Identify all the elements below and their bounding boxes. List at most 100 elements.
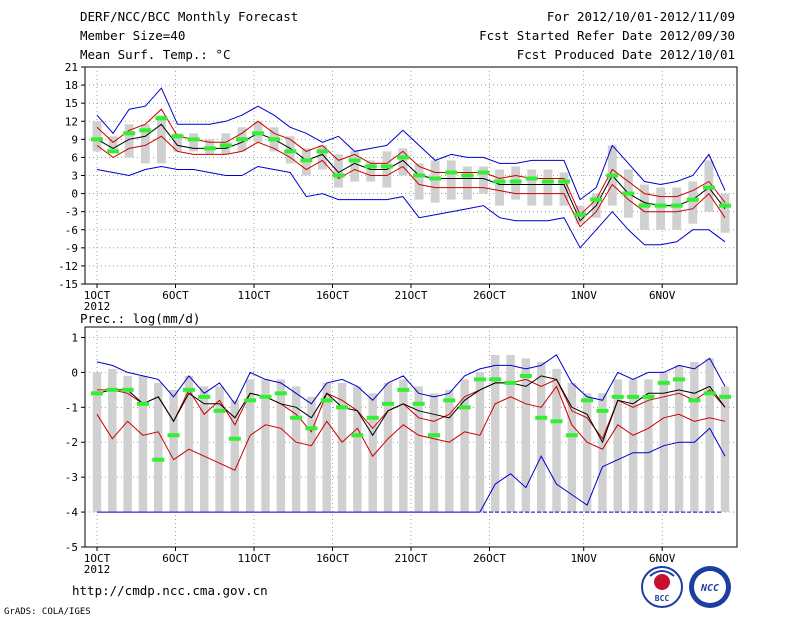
temp-ytick-label: 21 xyxy=(65,61,78,74)
prec-observation-marker xyxy=(642,394,655,399)
temp-ensemble-box xyxy=(720,193,730,233)
prec-ytick-label: 0 xyxy=(71,366,78,379)
prec-ensemble-box xyxy=(644,379,653,513)
temp-observation-marker xyxy=(686,197,699,202)
prec-observation-marker xyxy=(228,436,241,441)
temperature-panel: -15 -12 -9 -6 -3 0 3 6 9 12 15 18 21 1OCT 6OCT 11OCT 16O… xyxy=(58,61,738,313)
temp-observation-marker xyxy=(477,170,490,175)
temp-ensemble-box xyxy=(479,166,488,194)
temp-series-ensemble-min xyxy=(96,165,726,249)
prec-ensemble-box xyxy=(322,382,331,513)
temp-ytick-label: 12 xyxy=(65,115,78,128)
prec-ensemble-box xyxy=(169,389,178,513)
temp-ensemble-box xyxy=(108,136,118,152)
prec-ensemble-box xyxy=(582,393,592,513)
prec-observation-marker xyxy=(688,398,701,403)
prec-ensemble-box xyxy=(154,382,163,513)
temp-ensemble-box xyxy=(414,163,424,200)
prec-observation-marker xyxy=(581,398,594,403)
prec-ensemble-box xyxy=(659,372,668,513)
temp-ytick-label: 6 xyxy=(71,151,78,164)
prec-observation-marker xyxy=(121,387,134,392)
prec-ensemble-box xyxy=(383,382,393,513)
prec-observation-marker xyxy=(673,377,686,382)
temp-ytick-label: -6 xyxy=(65,224,78,237)
prec-observation-marker xyxy=(351,433,364,438)
temp-observation-marker xyxy=(91,137,103,142)
temp-ytick-label: -3 xyxy=(65,206,78,219)
temp-ytick-label: -15 xyxy=(58,278,78,291)
temp-observation-marker xyxy=(348,158,361,163)
prec-ensemble-box xyxy=(628,379,638,513)
prec-ensemble-box xyxy=(92,372,102,513)
temp-observation-marker xyxy=(268,137,281,142)
prec-observation-marker xyxy=(657,380,670,385)
temp-observation-marker xyxy=(396,155,409,160)
temp-xtick-label: 26OCT xyxy=(473,289,506,302)
temp-ensemble-box xyxy=(430,160,440,203)
temp-observation-marker xyxy=(316,149,329,154)
prec-observation-marker xyxy=(382,401,395,406)
temp-observation-marker xyxy=(541,179,554,184)
prec-ensemble-box xyxy=(307,396,316,513)
prec-ensemble-box xyxy=(536,361,546,513)
temp-observation-marker xyxy=(525,176,538,181)
prec-observation-marker xyxy=(412,401,425,406)
prec-series-ensemble-max xyxy=(96,354,726,405)
forecast-period-label: For 2012/10/01-2012/11/09 xyxy=(547,9,735,24)
temp-xtick-label: 11OCT xyxy=(237,289,270,302)
prec-ytick-label: 1 xyxy=(71,331,78,344)
grads-credit: GrADS: COLA/IGES xyxy=(4,607,91,617)
temp-observation-marker xyxy=(445,170,458,175)
temp-observation-marker xyxy=(300,158,313,163)
temp-ensemble-box xyxy=(446,160,456,200)
temp-observation-marker xyxy=(557,179,570,184)
prec-xtick-label: 6OCT xyxy=(162,552,189,565)
temp-series-lower-bound xyxy=(96,135,726,228)
prec-xtick-label: 16OCT xyxy=(316,552,349,565)
temp-observation-marker xyxy=(187,137,200,142)
temp-series-upper-bound xyxy=(96,108,726,216)
prec-observation-marker xyxy=(627,394,640,399)
temp-observation-marker xyxy=(139,128,152,133)
temp-observation-marker xyxy=(107,149,120,154)
prec-observation-marker xyxy=(136,401,149,406)
temp-ensemble-box xyxy=(318,145,327,170)
temp-xtick-label: 6NOV xyxy=(649,289,676,302)
temp-observation-marker xyxy=(203,146,216,151)
temp-observation-marker xyxy=(509,179,522,184)
temp-observation-marker xyxy=(622,191,635,196)
temp-ensemble-box xyxy=(672,187,682,230)
prec-observation-marker xyxy=(535,415,548,420)
fcst-started-label: Fcst Started Refer Date 2012/09/30 xyxy=(479,28,735,43)
prec-observation-marker xyxy=(106,387,119,392)
fcst-produced-label: Fcst Produced Date 2012/10/01 xyxy=(517,47,735,62)
temp-observation-marker xyxy=(429,176,442,181)
prec-series-ensemble-mean xyxy=(96,375,726,444)
prec-observation-marker xyxy=(167,433,180,438)
temp-observation-marker xyxy=(235,137,248,142)
temp-ensemble-box xyxy=(559,172,569,206)
prec-ytick-label: -3 xyxy=(65,471,78,484)
prec-observation-marker xyxy=(458,405,471,410)
prec-observation-marker xyxy=(565,433,578,438)
temp-ytick-label: 18 xyxy=(65,79,78,92)
temp-ytick-label: -9 xyxy=(65,242,78,255)
prec-ensemble-box xyxy=(261,379,270,513)
prec-ensemble-box xyxy=(245,379,255,513)
prec-observation-marker xyxy=(596,408,609,413)
prec-ytick-label: -2 xyxy=(65,436,78,449)
temp-ensemble-box xyxy=(124,124,134,158)
temp-ensemble-box xyxy=(656,187,666,230)
temp-ensemble-box xyxy=(173,133,182,152)
prec-observation-marker xyxy=(504,380,517,385)
temp-ytick-label: 3 xyxy=(71,170,78,183)
temp-ytick-label: 15 xyxy=(65,97,78,110)
temp-observation-marker xyxy=(638,203,651,208)
prec-ensemble-box xyxy=(337,382,347,513)
temp-ensemble-box xyxy=(92,121,102,152)
prec-observation-marker xyxy=(244,398,257,403)
prec-ensemble-box xyxy=(720,386,730,513)
